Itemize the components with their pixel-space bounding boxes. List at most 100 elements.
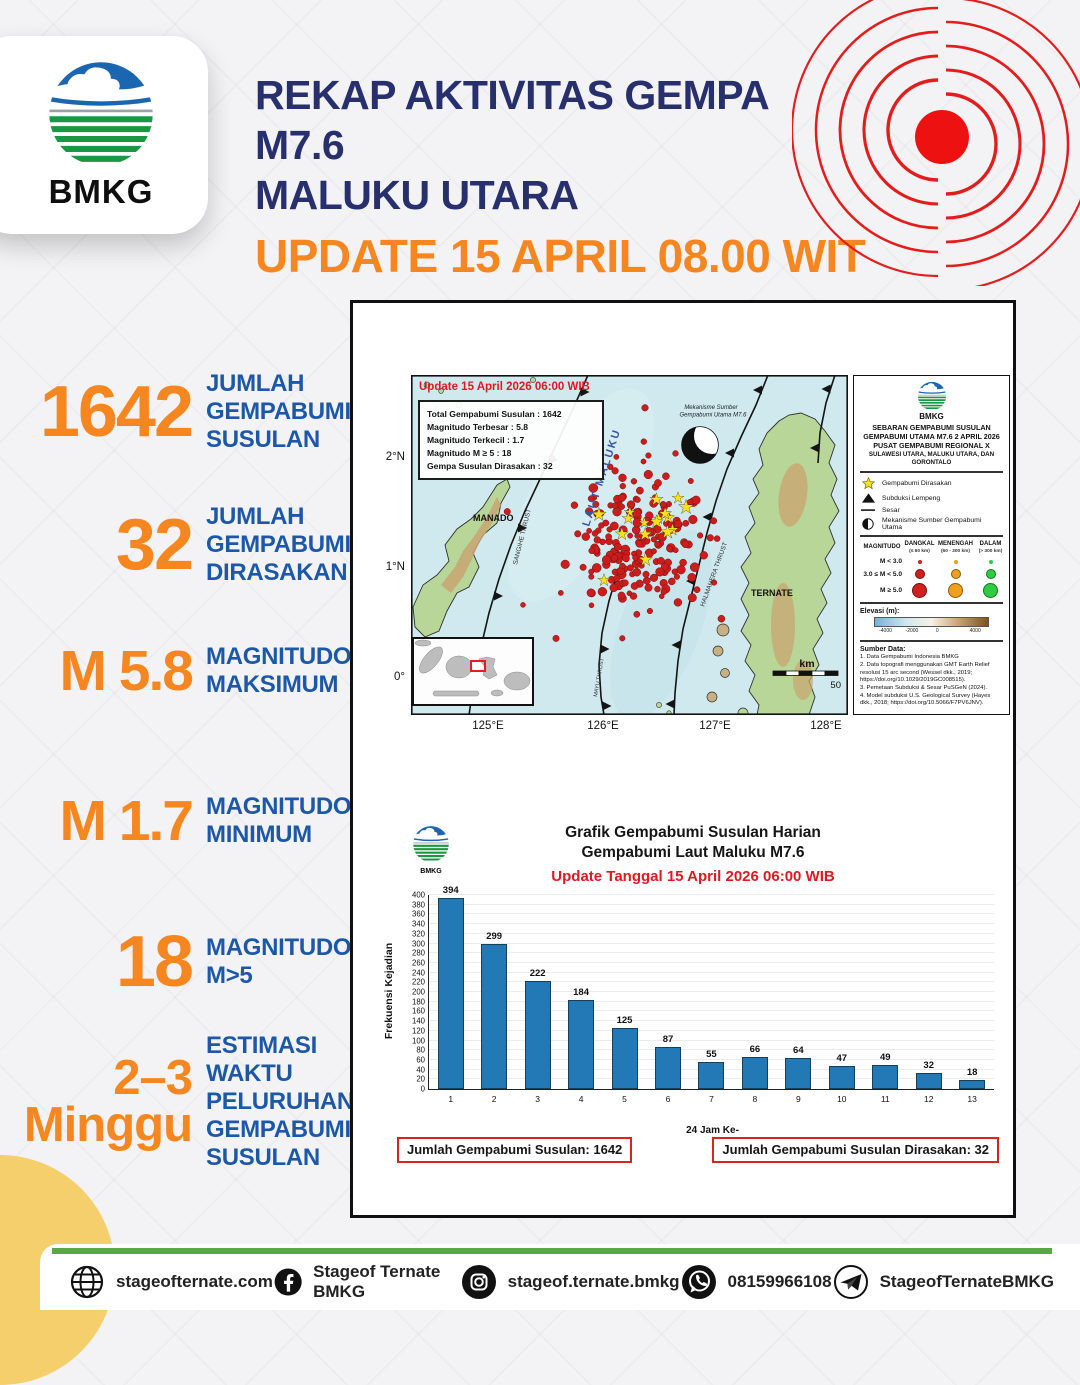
map-felt-quake-stars: ★★★★★★★★★★★★ ★★★★★ [591, 489, 695, 589]
chart-ytick: 400 [411, 890, 425, 900]
poster-title: REKAP AKTIVITAS GEMPA M7.6 MALUKU UTARA … [255, 70, 866, 283]
chart-title-1: Grafik Gempabumi Susulan Harian [565, 824, 821, 841]
chart-ytick: 0 [420, 1084, 425, 1094]
map-ytick-1n: 1°N [385, 561, 405, 573]
stat-label: JUMLAH GEMPABUMI DIRASAKAN [206, 503, 351, 586]
stat-label: MAGNITUDO MAKSIMUM [206, 643, 352, 698]
aftershock-map: ★ ★ ★ ★ ★ ★ ★ ★ ★ ★ ★ ★ ★ ★ ★ ★ ★ [411, 375, 848, 715]
legend-item-label: Sesar [882, 506, 900, 514]
bmkg-logo-small [917, 381, 947, 411]
map-label-mechanism-1: Mekanisme Sumber [684, 405, 738, 411]
map-label-ternate: TERNATE [751, 588, 793, 598]
bar: 184 4 [568, 987, 595, 1104]
bar-category: 12 [923, 1094, 934, 1104]
footer-bar: stageofternate.com Stageof Ternate BMKG … [40, 1244, 1080, 1310]
footer-whatsapp[interactable]: 08159966108 [680, 1263, 832, 1301]
bar: 47 10 [828, 1053, 855, 1104]
inset-overview-map [412, 637, 534, 706]
total-felt-box: Jumlah Gempabumi Susulan Dirasakan: 32 [712, 1137, 999, 1163]
bar: 125 5 [611, 1015, 638, 1104]
chart-ytick: 300 [411, 939, 425, 948]
svg-text:★: ★ [615, 526, 629, 543]
source-line: 3. Pemetaan Subduksi & Sesar PuSGeN (202… [860, 684, 988, 691]
chart-ytick: 380 [411, 900, 425, 910]
chart-ytick: 320 [411, 929, 425, 939]
bar-category: 10 [837, 1094, 847, 1104]
elev-tick: -2000 [905, 628, 919, 635]
stat-label: ESTIMASI WAKTU PELURUHAN GEMPABUMI SUSUL… [206, 1032, 354, 1171]
dot-shallow-small [917, 559, 922, 564]
svg-text:★: ★ [653, 511, 664, 526]
chart-logo-text: BMKG [420, 868, 442, 875]
stat-value: M 5.8 [59, 638, 194, 703]
bar-chart-plot: 0 20 40 60 80 100 120 140 160 180 200 220 240 260 280 3… [412, 885, 994, 1104]
bar-category: 5 [622, 1094, 627, 1104]
info-line: Magnitudo Terkecil : 1.7 [427, 434, 525, 445]
map-label-mechanism-2: Gempabumi Utama M7.6 [679, 413, 747, 419]
info-line: Gempa Susulan Dirasakan : 32 [427, 460, 553, 471]
footer-green-line [52, 1248, 1052, 1254]
chart-header: Grafik Gempabumi Susulan Harian Gempabum… [433, 823, 953, 885]
chart-ytick: 200 [411, 987, 425, 997]
stat-max-magnitude: M 5.8 MAGNITUDO MAKSIMUM [22, 626, 352, 716]
footer-website[interactable]: stageofternate.com [68, 1263, 273, 1301]
mag-row-label: 3.0 ≤ M < 5.0 [863, 570, 902, 578]
map-land-halmahera [656, 412, 840, 715]
elev-tick: -4000 [879, 628, 892, 635]
map-scale-bar: km 50 [772, 658, 841, 691]
source-title: Sumber Data: [860, 646, 906, 654]
legend-item-subduction: Subduksi Lempeng [860, 493, 1003, 503]
mag-col-header: MAGNITUDO [863, 544, 901, 551]
bar: 394 1 [437, 885, 464, 1104]
stat-value: 18 [115, 921, 194, 1002]
footer-instagram-text: stageof.ternate.bmkg [507, 1272, 680, 1291]
bar: 55 7 [698, 1049, 725, 1104]
legend-item-label: Subduksi Lempeng [882, 494, 941, 502]
svg-text:★: ★ [649, 514, 663, 531]
chart-ytick: 360 [411, 909, 425, 919]
dot-deep-small [988, 559, 993, 564]
dot-mid-small [953, 559, 958, 564]
bar-value: 222 [529, 968, 546, 980]
chart-ytick: 60 [416, 1055, 425, 1065]
map-land-sulawesi [412, 377, 536, 638]
bar-category: 11 [880, 1094, 890, 1104]
stat-aftershock-count: 1642 JUMLAH GEMPABUMI SUSULAN [22, 352, 352, 472]
chart-ytick: 140 [411, 1016, 425, 1026]
total-aftershocks-box: Jumlah Gempabumi Susulan: 1642 [397, 1137, 633, 1163]
chart-subtitle: Update Tanggal 15 April 2026 06:00 WIB [551, 868, 835, 886]
svg-text:★: ★ [638, 551, 653, 569]
chart-ytick: 180 [411, 997, 425, 1007]
legend-title: SEBARAN GEMPABUMI SUSULAN GEMPABUMI UTAM… [863, 423, 1000, 450]
dot-shallow-mid [914, 569, 925, 580]
map-aftershock-dots [503, 404, 726, 642]
chart-ytick: 100 [411, 1036, 425, 1045]
bar-category: 13 [967, 1094, 977, 1104]
elevation-label: Elevasi (m): [860, 608, 900, 616]
legend-item-fault: Sesar [860, 507, 1003, 514]
footer-instagram[interactable]: stageof.ternate.bmkg [460, 1263, 680, 1301]
svg-text:★: ★ [661, 509, 675, 526]
info-line: Magnitudo Terbesar : 5.8 [427, 421, 529, 432]
footer-website-text: stageofternate.com [116, 1272, 273, 1291]
instagram-icon [461, 1265, 496, 1299]
bar-value: 184 [573, 986, 590, 998]
footer-telegram[interactable]: StageofTernateBMKG [832, 1263, 1054, 1301]
info-line: Total Gempabumi Susulan : 1642 [427, 409, 562, 419]
bar-category: 2 [491, 1094, 497, 1104]
svg-text:★: ★ [597, 572, 610, 589]
bar-value: 47 [836, 1053, 848, 1065]
bar: 49 11 [872, 1052, 899, 1104]
dot-mid-big [948, 583, 963, 599]
map-xtick-128e: 128°E [810, 720, 842, 732]
facebook-icon [274, 1268, 302, 1296]
stat-value: 1642 [39, 371, 194, 452]
svg-text:★: ★ [622, 511, 635, 527]
bar-category: 3 [535, 1094, 540, 1104]
bar-value: 394 [442, 884, 459, 896]
map-info-box: Total Gempabumi Susulan : 1642 Magnitudo… [418, 400, 604, 481]
chart-ytick: 260 [411, 958, 425, 968]
beachball-icon [860, 518, 876, 530]
bar-value: 18 [966, 1067, 978, 1079]
footer-facebook[interactable]: Stageof Ternate BMKG [273, 1262, 460, 1302]
